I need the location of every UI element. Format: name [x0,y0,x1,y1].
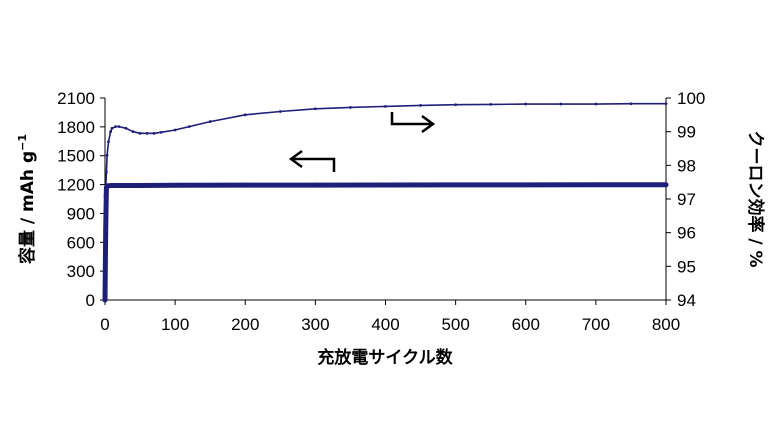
x-tick-label: 0 [100,315,109,334]
y-left-tick-label: 600 [67,233,95,252]
arrow-right-icon [390,112,436,134]
x-tick-label: 700 [582,315,610,334]
capacity-point [593,182,599,188]
coulombic-efficiency-point [664,102,668,106]
arrow-left-icon [288,149,336,172]
y-right-tick-label: 94 [677,291,696,310]
coulombic-efficiency-point [114,125,117,129]
capacity-point [172,182,178,188]
capacity-point [383,182,388,188]
capacity-point [312,182,318,188]
coulombic-efficiency-point [454,103,458,107]
y-right-tick-label: 96 [677,224,696,243]
coulombic-efficiency-point [384,105,387,108]
y-left-tick-label: 0 [86,291,95,310]
y-left-tick-label: 900 [67,204,95,223]
x-tick-label: 300 [301,315,329,334]
coulombic-efficiency-point [278,110,282,113]
coulombic-efficiency-series-line [104,102,667,197]
coulombic-efficiency-point [105,153,109,157]
coulombic-efficiency-point [109,130,113,134]
capacity-point [242,182,248,188]
y-left-tick-label: 300 [67,262,95,281]
x-tick-label: 400 [371,315,399,334]
coulombic-efficiency-point [173,128,177,132]
capacity-point [137,183,143,188]
coulombic-efficiency-point [138,131,142,135]
y-right-tick-label: 97 [677,190,696,209]
coulombic-efficiency-point [107,140,110,144]
coulombic-efficiency-point [629,102,633,106]
capacity-point [102,297,108,303]
x-tick-label: 100 [161,315,189,334]
coulombic-efficiency-point [208,120,212,123]
capacity-point [106,183,111,189]
y-left-tick-label: 1500 [57,147,95,166]
coulombic-efficiency-point [489,102,493,106]
axes: 0 100 200 300 400 500 600 700 800 0 300 600 900 1200 1… [57,89,705,334]
series-layer [102,102,669,303]
coulombic-efficiency-point [524,102,528,106]
coulombic-efficiency-point [313,107,317,111]
capacity-series-line [102,182,669,303]
coulombic-efficiency-point [152,131,156,135]
x-axis-title: 充放電サイクル数 [317,347,453,368]
coulombic-efficiency-point [594,102,598,106]
coulombic-efficiency-point [159,130,163,134]
y-right-tick-label: 100 [677,89,705,108]
y-right-tick-label: 98 [677,156,696,175]
y-left-tick-label: 2100 [57,89,95,108]
capacity-point [523,182,529,188]
capacity-point [663,182,669,188]
coulombic-efficiency-point [124,126,128,130]
coulombic-efficiency-point [105,170,108,174]
coulombic-efficiency-point [187,125,191,129]
x-tick-label: 500 [441,315,469,334]
y-left-tick-label: 1800 [57,118,95,137]
coulombic-efficiency-point [243,113,247,117]
coulombic-efficiency-point [349,106,352,109]
y-right-tick-label: 95 [677,257,696,276]
coulombic-efficiency-point [103,194,107,198]
coulombic-efficiency-point [110,126,114,130]
coulombic-efficiency-point [559,102,563,106]
y-left-tick-label: 1200 [57,176,95,195]
y-left-axis-title-sup: −1 [16,134,29,151]
x-tick-label: 200 [231,315,259,334]
coulombic-efficiency-point [419,104,422,107]
x-tick-label: 600 [512,315,540,334]
coulombic-efficiency-point [104,187,108,191]
y-right-axis-title: クーロン効率 / % [745,130,766,267]
annotations [288,112,436,172]
y-left-axis-title: 容量 / mAh g−1 [16,134,38,264]
coulombic-efficiency-point [145,131,149,135]
capacity-point [109,183,115,188]
y-right-tick-label: 99 [677,123,696,142]
capacity-point [453,182,459,188]
coulombic-efficiency-point [117,125,121,129]
capacity-point [103,228,109,234]
coulombic-efficiency-point [131,130,135,134]
x-tick-label: 800 [652,315,680,334]
